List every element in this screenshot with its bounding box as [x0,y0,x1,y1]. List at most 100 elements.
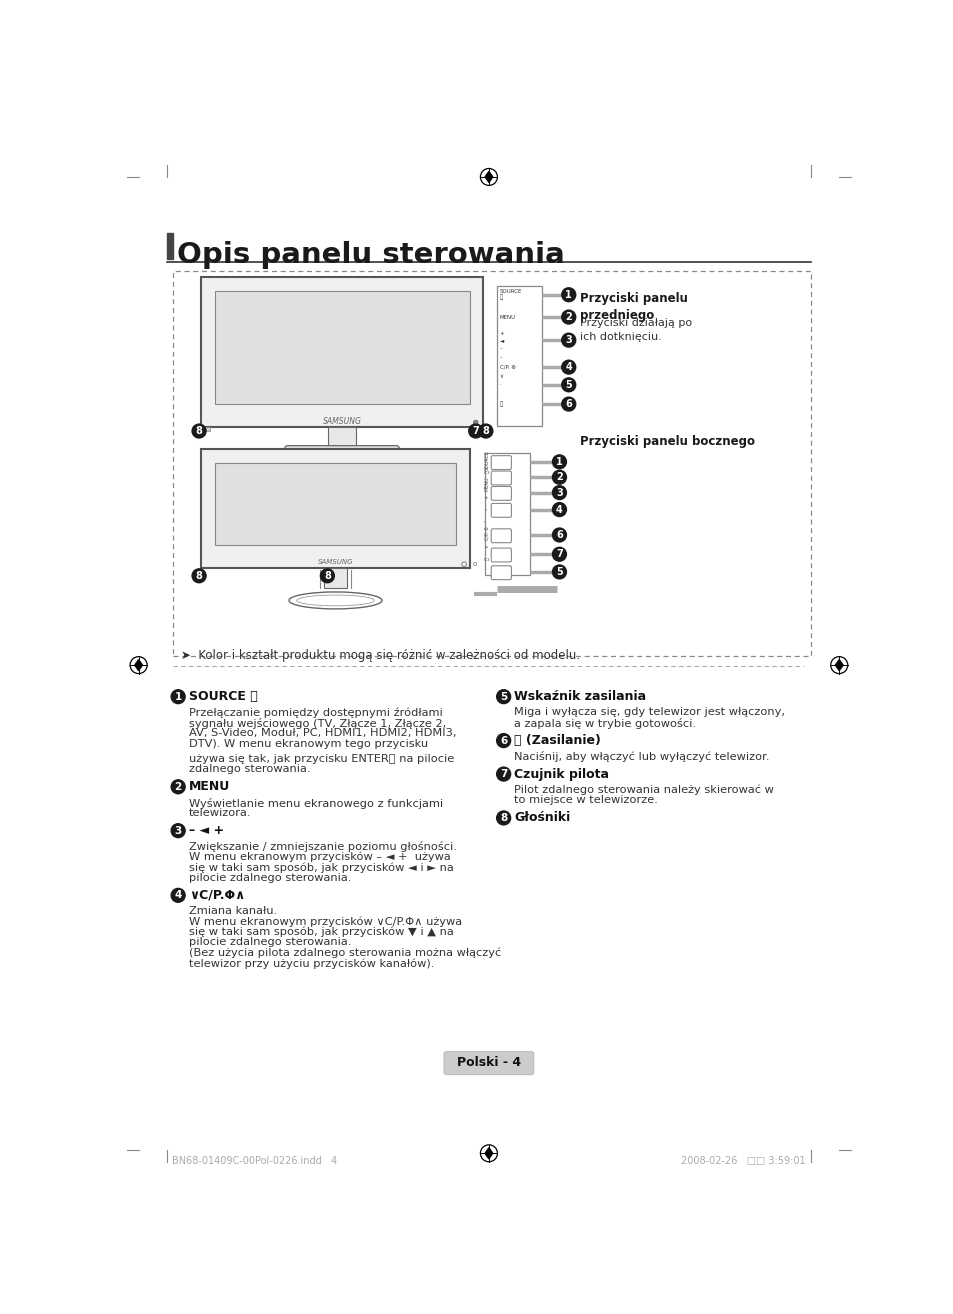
Text: W menu ekranowym przycisków – ◄ +  używa: W menu ekranowym przycisków – ◄ + używa [189,851,450,862]
FancyBboxPatch shape [491,548,511,562]
Circle shape [552,455,566,469]
Text: MENU: MENU [189,781,230,794]
Text: 1: 1 [556,457,562,466]
Circle shape [561,334,575,347]
Circle shape [171,824,185,837]
Circle shape [171,690,185,703]
Text: – ◄ +: – ◄ + [189,824,224,837]
Text: ∨: ∨ [484,544,489,548]
Circle shape [552,548,566,561]
Text: 8: 8 [195,570,202,581]
Text: 5: 5 [556,566,562,577]
Circle shape [497,733,510,748]
Bar [214,463,456,545]
Text: BN68-01409C-00Pol-0226.indd   4: BN68-01409C-00Pol-0226.indd 4 [172,1156,336,1166]
Text: MENU: MENU [484,477,489,491]
Text: Zwiększanie / zmniejszanie poziomu głośności.: Zwiększanie / zmniejszanie poziomu głośn… [189,841,456,853]
Text: Przyciski panelu bocznego: Przyciski panelu bocznego [579,435,755,448]
Circle shape [561,378,575,392]
Text: używa się tak, jak przycisku ENTER⎘ na pilocie: używa się tak, jak przycisku ENTER⎘ na p… [189,754,454,763]
Text: Polski - 4: Polski - 4 [456,1056,520,1068]
Text: SOURCE
⎘: SOURCE ⎘ [499,289,521,301]
Text: Zmiana kanału.: Zmiana kanału. [189,907,276,916]
Text: Przełączanie pomiędzy dostępnymi źródłami: Przełączanie pomiędzy dostępnymi źródłam… [189,707,442,717]
Text: 3: 3 [565,335,572,346]
Bar [497,286,541,426]
Text: –: – [499,346,502,351]
Text: +: + [484,494,489,498]
Text: telewizora.: telewizora. [189,808,252,817]
Text: W menu ekranowym przycisków ∨C/P.Φ∧ używa: W menu ekranowym przycisków ∨C/P.Φ∧ używ… [189,917,461,926]
Bar [204,427,210,431]
Polygon shape [484,1148,493,1159]
Bar [484,453,530,576]
Circle shape [468,424,482,438]
Polygon shape [484,171,493,183]
Text: 3: 3 [556,487,562,498]
FancyBboxPatch shape [491,456,511,469]
Bar [214,290,469,405]
Circle shape [552,486,566,499]
Circle shape [552,503,566,516]
Text: 8: 8 [195,426,202,436]
Text: się w taki sam sposób, jak przycisków ◄ i ► na: się w taki sam sposób, jak przycisków ◄ … [189,862,454,872]
Circle shape [461,562,466,566]
Circle shape [192,569,206,582]
Text: +: + [499,331,504,336]
Text: 1: 1 [174,691,182,702]
Text: ⏻: ⏻ [499,401,502,407]
Text: AV, S-Video, Moduł, PC, HDMI1, HDMI2, HDMI3,: AV, S-Video, Moduł, PC, HDMI1, HDMI2, HD… [189,728,456,738]
Bar [200,277,483,427]
Text: SAMSUNG: SAMSUNG [317,558,353,565]
Text: ·: · [499,382,501,388]
Text: C/P. Φ: C/P. Φ [484,527,489,540]
Text: 4: 4 [174,891,182,900]
Text: 8: 8 [324,570,331,581]
Text: pilocie zdalnego sterowania.: pilocie zdalnego sterowania. [189,937,351,947]
Text: Głośniki: Głośniki [514,812,570,824]
Circle shape [552,565,566,579]
Text: ˆ: ˆ [484,520,489,523]
FancyBboxPatch shape [491,528,511,543]
Text: ˆ: ˆ [499,357,502,361]
FancyBboxPatch shape [284,445,399,469]
Bar [200,449,470,568]
Text: 4: 4 [565,363,572,372]
Text: Wskaźnik zasilania: Wskaźnik zasilania [514,690,646,703]
Text: 4: 4 [556,505,562,515]
Text: ⏻ (Zasilanie): ⏻ (Zasilanie) [514,735,600,748]
Text: 5: 5 [499,691,507,702]
Circle shape [171,779,185,794]
Text: 8: 8 [482,426,489,436]
Text: C/P. Φ: C/P. Φ [499,364,515,369]
Circle shape [473,420,477,424]
Text: 2: 2 [556,472,562,482]
Text: Pilot zdalnego sterowania należy skierować w: Pilot zdalnego sterowania należy skierow… [514,784,774,795]
Text: pilocie zdalnego sterowania.: pilocie zdalnego sterowania. [189,872,351,883]
Text: 7: 7 [556,549,562,560]
Text: o: o [472,561,476,568]
Text: ∨C/P.Φ∧: ∨C/P.Φ∧ [189,888,245,901]
Text: DTV). W menu ekranowym tego przycisku: DTV). W menu ekranowym tego przycisku [189,738,428,749]
Ellipse shape [289,593,381,608]
Bar [323,568,347,589]
Text: 6: 6 [565,399,572,409]
Text: –: – [484,507,489,510]
Polygon shape [134,660,142,670]
Text: Opis panelu sterowania: Opis panelu sterowania [177,240,564,269]
Polygon shape [835,660,842,670]
Text: 7: 7 [499,769,507,779]
Text: 6: 6 [499,736,507,745]
Text: się w taki sam sposób, jak przycisków ▼ i ▲ na: się w taki sam sposób, jak przycisków ▼ … [189,926,454,937]
Text: 7: 7 [472,426,478,436]
Text: Wyświetlanie menu ekranowego z funkcjami: Wyświetlanie menu ekranowego z funkcjami [189,798,442,808]
Bar [474,427,480,431]
Text: zdalnego sterowania.: zdalnego sterowania. [189,763,310,774]
Text: 2: 2 [565,311,572,322]
Circle shape [171,888,185,903]
Text: 1: 1 [565,290,572,300]
FancyBboxPatch shape [491,486,511,501]
Text: SOURCE: SOURCE [484,449,489,469]
FancyBboxPatch shape [491,472,511,485]
Text: 2008-02-26   □□ 3:59:01: 2008-02-26 □□ 3:59:01 [680,1156,805,1166]
